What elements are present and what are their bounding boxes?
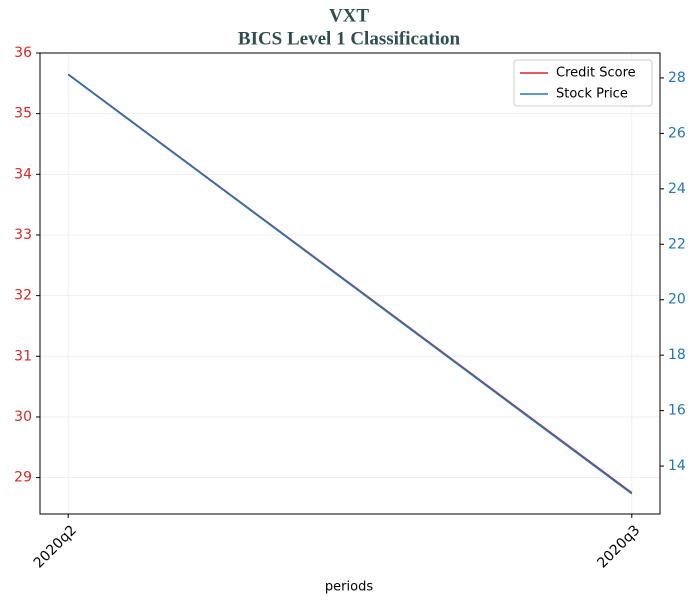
- legend-label: Credit Score: [556, 66, 636, 81]
- x-axis-label: periods: [325, 580, 373, 595]
- y2-tick-label: 28: [668, 70, 686, 86]
- y-tick-label: 31: [14, 348, 32, 364]
- legend-box: [513, 59, 653, 107]
- y-tick-label: 29: [14, 470, 32, 486]
- chart-subtitle: BICS Level 1 Classification: [238, 28, 461, 49]
- y-tick-label: 35: [14, 106, 32, 122]
- legend-label: Stock Price: [556, 87, 628, 102]
- y-tick-label: 32: [14, 288, 32, 304]
- chart-title: VXT: [329, 5, 369, 26]
- series-line: [67, 73, 633, 495]
- y-tick-label: 33: [14, 227, 32, 243]
- x-tick-label: 2020q2: [31, 522, 80, 571]
- plot-frame: [39, 52, 661, 515]
- y-tick-label: 36: [14, 45, 32, 61]
- y-tick-label: 30: [14, 409, 32, 425]
- y2-tick-label: 14: [668, 458, 686, 474]
- y2-tick-label: 18: [668, 347, 686, 363]
- y2-tick-label: 26: [668, 125, 686, 141]
- y-tick-label: 34: [14, 166, 32, 182]
- y2-tick-label: 16: [668, 403, 686, 419]
- y2-tick-label: 24: [668, 181, 686, 197]
- y2-tick-label: 20: [668, 292, 686, 308]
- x-tick-label: 2020q3: [594, 522, 643, 571]
- y2-tick-label: 22: [668, 236, 686, 252]
